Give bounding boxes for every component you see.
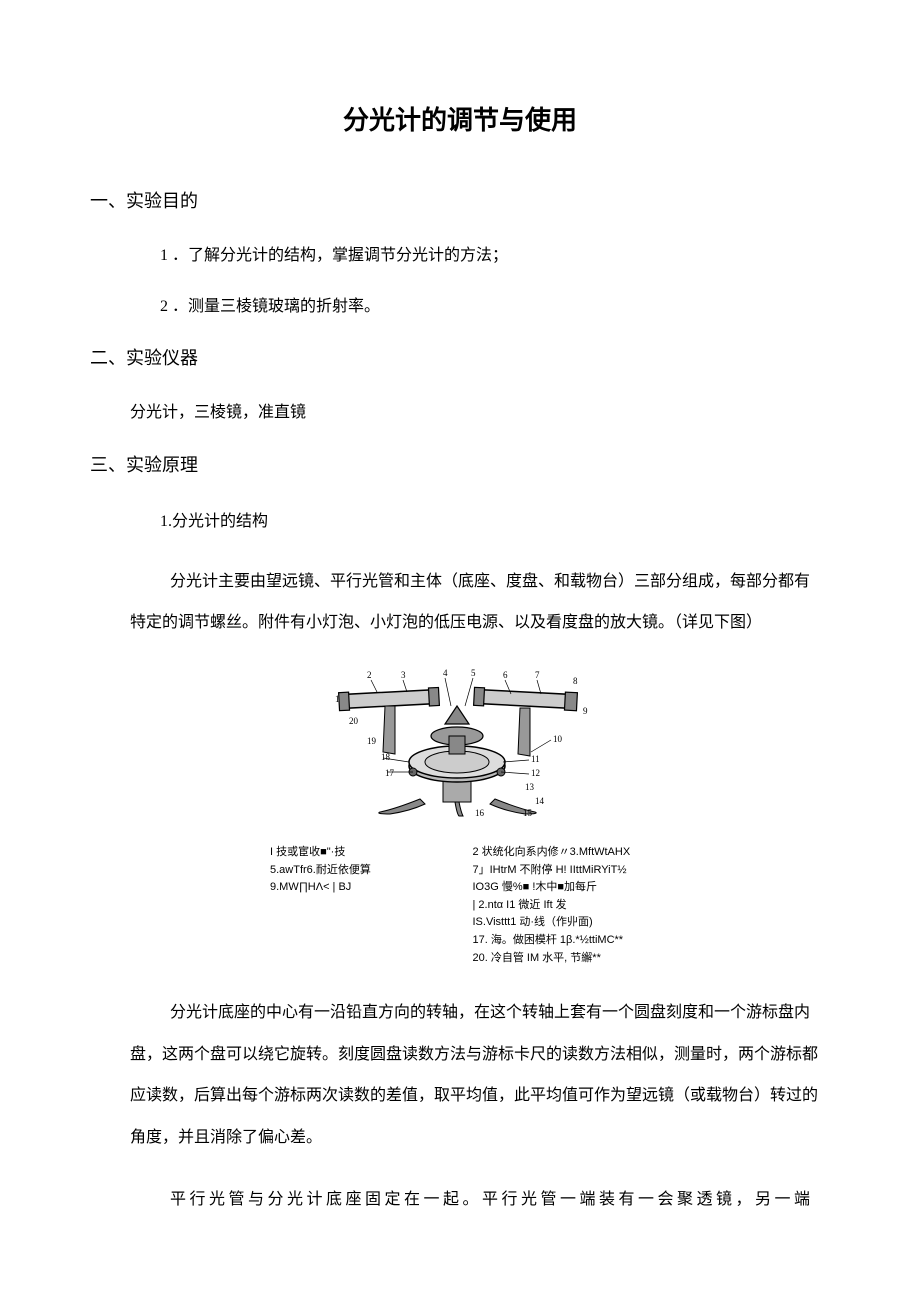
- caption-line: I 技或宦收■"·技: [270, 844, 448, 862]
- figure-caption: I 技或宦收■"·技 5.awTfr6.耐近依便算 9.MW∏HΛ< | BJ …: [270, 844, 650, 967]
- caption-line: 7」IHtrM 不附停 H! IIttMiRYiT½: [473, 862, 651, 880]
- caption-line: IO3G 慢%■ !木中■加每斤: [473, 879, 651, 897]
- caption-line: 9.MW∏HΛ< | BJ: [270, 879, 448, 897]
- figure-label: 13: [525, 782, 535, 792]
- paragraph: 分光计主要由望远镜、平行光管和主体（底座、度盘、和载物台）三部分组成，每部分都有…: [130, 561, 820, 644]
- figure-label: 9: [583, 706, 588, 716]
- figure-label: 3: [401, 670, 406, 680]
- figure-label: 8: [573, 676, 578, 686]
- caption-line: IS.Visttt1 动·线（作丱面): [473, 914, 651, 932]
- figure-label: 11: [531, 754, 540, 764]
- page-title: 分光计的调节与使用: [90, 100, 830, 137]
- paragraph: 平行光管与分光计底座固定在一起。平行光管一端装有一会聚透镜，另一端: [130, 1179, 820, 1221]
- body-text: 分光计，三棱镜，准直镜: [130, 400, 830, 426]
- figure-label: 17: [385, 768, 395, 778]
- figure-container: 1 2 3 4 5 6 7 8 9 10 11 12 13 14 15 16 1…: [90, 664, 830, 824]
- figure-label: 18: [381, 752, 391, 762]
- figure-label: 14: [535, 796, 545, 806]
- caption-line: 20. 冷自管 IM 水平, 节繲**: [473, 950, 651, 968]
- list-item: 1 ．了解分光计的结构，掌握调节分光计的方法；: [160, 243, 830, 269]
- figure-label: 15: [523, 808, 533, 818]
- list-item: 2 ．测量三棱镜玻璃的折射率。: [160, 294, 830, 320]
- caption-line: 17. 海。做困模杆 1β.*½ttiMC**: [473, 932, 651, 950]
- figure-label: 6: [503, 670, 508, 680]
- figure-label: 20: [349, 716, 359, 726]
- figure-label: 16: [475, 808, 485, 818]
- caption-line: 2 状统化向系内修〃3.MftWtAHX: [473, 844, 651, 862]
- section-3-heading: 三、实验原理: [90, 451, 830, 477]
- figure-label: 7: [535, 670, 540, 680]
- caption-line: | 2.ntα I1 微近 Ift 发: [473, 897, 651, 915]
- figure-label: 5: [471, 668, 476, 678]
- figure-label: 12: [531, 768, 540, 778]
- figure-label: 19: [367, 736, 377, 746]
- figure-label: 1: [335, 694, 340, 704]
- section-1-heading: 一、实验目的: [90, 187, 830, 213]
- sub-heading: 1.分光计的结构: [160, 507, 830, 531]
- spectrometer-diagram: 1 2 3 4 5 6 7 8 9 10 11 12 13 14 15 16 1…: [325, 664, 595, 819]
- caption-line: 5.awTfr6.耐近依便算: [270, 862, 448, 880]
- figure-label: 2: [367, 670, 372, 680]
- paragraph: 分光计底座的中心有一沿铅直方向的转轴，在这个转轴上套有一个圆盘刻度和一个游标盘内…: [130, 992, 820, 1158]
- figure-label: 10: [553, 734, 563, 744]
- section-2-heading: 二、实验仪器: [90, 344, 830, 370]
- figure-label: 4: [443, 668, 448, 678]
